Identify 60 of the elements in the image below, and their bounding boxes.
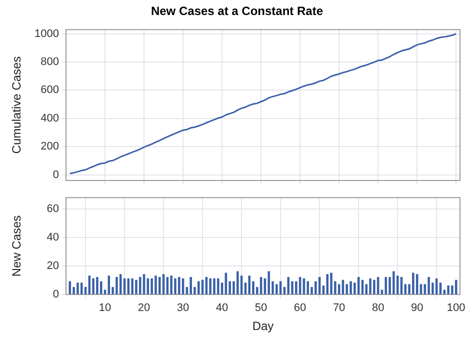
bar xyxy=(369,278,372,294)
bar xyxy=(209,278,212,294)
bar xyxy=(248,276,250,294)
x-tick-label: 40 xyxy=(216,302,228,314)
bar xyxy=(198,281,200,294)
x-tick-label: 100 xyxy=(446,302,466,314)
bar xyxy=(392,271,395,294)
bar xyxy=(158,276,161,294)
bar xyxy=(217,278,220,294)
y-axis-title: Cumulative Cases xyxy=(10,56,24,154)
x-tick-label: 70 xyxy=(332,302,346,314)
bar xyxy=(150,278,153,294)
bar xyxy=(306,281,309,294)
bar xyxy=(287,276,290,294)
bar xyxy=(373,280,376,294)
bar xyxy=(178,276,180,294)
bar xyxy=(314,281,317,294)
bar xyxy=(154,276,157,294)
bar xyxy=(412,272,414,294)
x-tick-label: 90 xyxy=(410,302,424,314)
y-axis-title: New Cases xyxy=(10,215,24,277)
bar xyxy=(170,276,172,294)
bar xyxy=(326,274,328,294)
y-tick-label: 400 xyxy=(40,112,59,124)
bar xyxy=(116,276,118,294)
bar xyxy=(190,276,192,294)
bar xyxy=(131,278,134,294)
y-tick-label: 200 xyxy=(40,140,59,153)
bar xyxy=(350,281,352,294)
bar xyxy=(276,284,278,294)
bar xyxy=(268,271,270,294)
bar xyxy=(447,286,450,294)
bar xyxy=(174,278,176,294)
y-tick-label: 20 xyxy=(46,260,59,272)
y-tick-label: 0 xyxy=(52,168,59,181)
y-tick-label: 1000 xyxy=(34,28,59,40)
y-tick-label: 40 xyxy=(46,231,59,244)
y-tick-label: 600 xyxy=(40,84,59,96)
x-tick-label: 60 xyxy=(294,302,306,314)
bar xyxy=(135,280,138,294)
bar xyxy=(295,281,298,294)
bar xyxy=(291,281,294,294)
bar xyxy=(330,272,332,294)
y-tick-label: 0 xyxy=(52,288,59,300)
x-tick-label: 30 xyxy=(176,302,190,314)
x-tick-label: 10 xyxy=(98,302,112,314)
bar xyxy=(96,276,98,294)
bar xyxy=(346,284,348,294)
bar xyxy=(76,282,79,294)
x-tick-label: 50 xyxy=(254,302,268,314)
bar xyxy=(236,271,239,294)
y-tick-label: 60 xyxy=(46,203,59,216)
y-tick-label: 800 xyxy=(40,56,59,68)
x-axis-title: Day xyxy=(252,319,274,334)
x-tick-label: 20 xyxy=(138,302,150,314)
bar xyxy=(92,278,94,294)
chart-title: New Cases at a Constant Rate xyxy=(150,4,324,18)
x-tick-label: 80 xyxy=(372,302,384,314)
bar xyxy=(213,278,216,294)
bar xyxy=(428,276,430,294)
